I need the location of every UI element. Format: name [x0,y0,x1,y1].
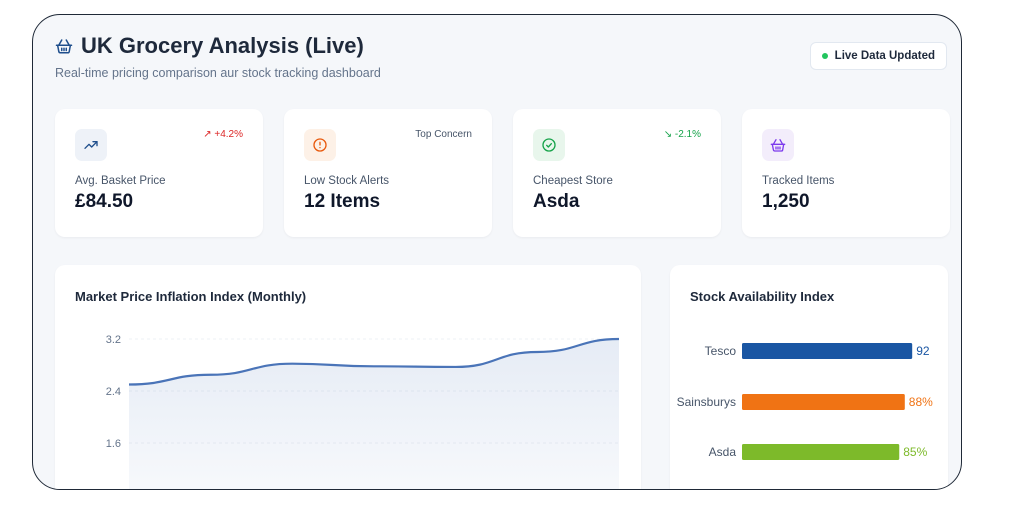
stock-availability-panel: Stock Availability Index Tesco 92 Sainsbur… [670,265,948,489]
bar-category-label: Tesco [705,344,737,358]
stat-card-low-stock[interactable]: Top Concern Low Stock Alerts 12 Items [284,109,492,237]
header: UK Grocery Analysis (Live) [55,33,364,59]
stat-card-basket-price[interactable]: ↗ +4.2% Avg. Basket Price £84.50 [55,109,263,237]
inflation-series-line [128,337,620,386]
bar-category-label: Asda [709,445,737,459]
trend-badge: ↘ -2.1% [663,129,701,140]
y-tick-label: 3.2 [106,334,121,346]
live-status-badge[interactable]: Live Data Updated [809,42,947,70]
inflation-line-chart: 3.22.41.60.8 [106,334,620,489]
stock-availability-bar-chart: Tesco 92 Sainsburys 88% Asda 85% [677,343,933,460]
stat-value: 12 Items [304,191,381,212]
concern-badge: Top Concern [415,129,472,140]
stat-value: Asda [533,191,580,212]
alert-circle-icon [304,129,336,161]
trend-badge: ↗ +4.2% [203,129,243,140]
y-tick-label: 1.6 [106,438,121,450]
stock-bar[interactable] [742,394,905,410]
stat-label: Low Stock Alerts [304,175,390,187]
basket-icon [55,37,73,55]
bar-category-label: Sainsburys [677,395,736,409]
stock-bar[interactable] [742,343,913,359]
inflation-area-fill [129,339,619,489]
bar-value-label: 92 [916,344,930,358]
live-status-label: Live Data Updated [834,50,935,62]
bar-value-label: 88% [909,395,933,409]
stat-label: Avg. Basket Price [75,175,166,187]
stat-label: Tracked Items [762,175,835,187]
stat-value: £84.50 [75,191,134,212]
stat-card-tracked-items[interactable]: Tracked Items 1,250 [742,109,950,237]
chart-title: Market Price Inflation Index (Monthly) [75,289,307,304]
dashboard-frame: UK Grocery Analysis (Live) Real-time pri… [32,14,962,490]
bar-value-label: 85% [903,445,927,459]
y-tick-label: 2.4 [106,386,121,398]
chart-title: Stock Availability Index [690,289,835,304]
trend-up-icon [75,129,107,161]
inflation-chart-panel: Market Price Inflation Index (Monthly) 3… [55,265,641,489]
check-circle-icon [533,129,565,161]
stat-label: Cheapest Store [533,175,613,187]
basket-icon [762,129,794,161]
stat-card-cheapest-store[interactable]: ↘ -2.1% Cheapest Store Asda [513,109,721,237]
page-title: UK Grocery Analysis (Live) [81,33,364,58]
stat-value: 1,250 [762,191,810,212]
stock-bar[interactable] [742,444,900,460]
live-indicator-dot [821,53,828,59]
page-subtitle: Real-time pricing comparison aur stock t… [55,66,381,80]
